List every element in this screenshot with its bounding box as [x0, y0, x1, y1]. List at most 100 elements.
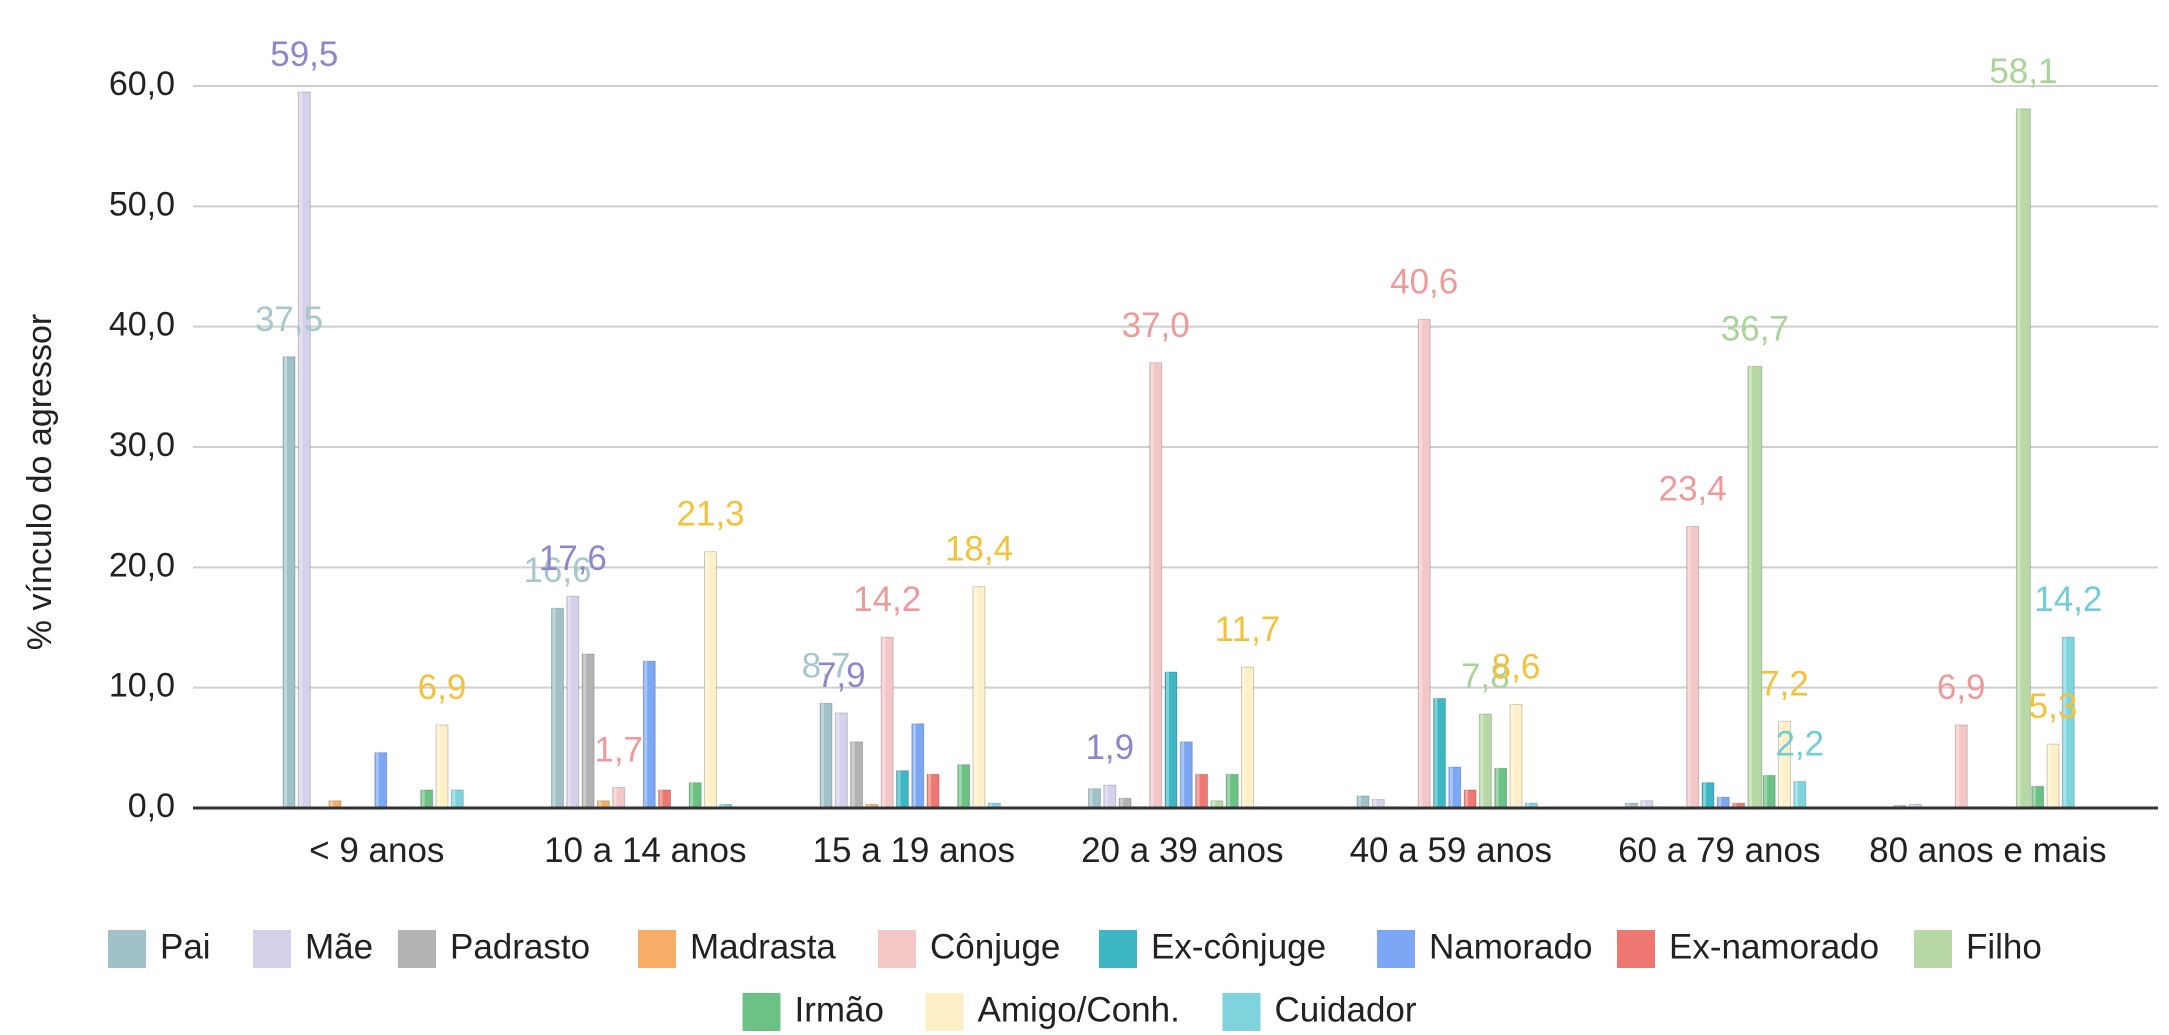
legend-swatch	[878, 930, 916, 968]
bar-highlight	[299, 92, 303, 809]
legend-item-conjuge[interactable]: Cônjuge	[878, 927, 1060, 968]
legend-label: Irmão	[795, 990, 884, 1029]
x-category-label: < 9 anos	[309, 831, 444, 870]
bar-highlight	[1465, 789, 1469, 808]
bar-highlight	[928, 774, 932, 808]
y-tick-label: 20,0	[109, 546, 175, 584]
bar-highlight	[1358, 795, 1361, 808]
y-axis: 0,0 10,0 20,0 30,0 40,0 50,0 60,0	[109, 65, 175, 825]
y-axis-title: % vínculo do agressor	[21, 314, 59, 650]
data-label-filho-60-a-79-anos: 36,7	[1721, 309, 1789, 348]
bar-highlight	[1196, 774, 1200, 808]
data-label-pai-10-a-14-anos: 16,6	[523, 551, 591, 590]
bar-highlight	[989, 803, 993, 808]
bar-highlight	[2048, 744, 2051, 808]
y-tick-label: 0,0	[128, 787, 175, 825]
data-label-amigo-conh-15-a-19-anos: 18,4	[945, 530, 1013, 569]
legend-swatch	[1914, 930, 1952, 968]
bar-highlight	[866, 804, 870, 808]
data-labels: 37,5 59,5 6,9 16,617,6 1,7 21,3 8,77,9 14,2 18,4…	[255, 35, 2102, 770]
legend-label: Cônjuge	[930, 927, 1060, 966]
bar-highlight	[958, 764, 962, 808]
data-label-mae-10-a-14-anos: 17,6	[539, 539, 607, 578]
legend-item-pai[interactable]: Pai	[108, 927, 211, 968]
data-label-cuidador-80-anos-e-mais: 14,2	[2034, 580, 2102, 619]
legend-label: Cuidador	[1275, 990, 1417, 1029]
bar-highlight	[598, 800, 602, 808]
data-label-amigo-conh-10-a-14-anos: 21,3	[676, 495, 744, 534]
bar-highlight	[882, 637, 886, 808]
legend-swatch	[108, 930, 146, 968]
bar-highlight	[2063, 637, 2067, 808]
data-label-mae-9-anos: 59,5	[270, 35, 338, 74]
y-tick-label: 40,0	[109, 306, 175, 344]
bar-highlight	[897, 770, 901, 808]
legend-item-ex-namorado[interactable]: Ex-namorado	[1617, 927, 1879, 968]
bar-highlight	[644, 661, 648, 808]
bar-highlight	[659, 789, 663, 808]
bar-highlight	[836, 712, 840, 808]
bar-highlight	[705, 551, 709, 808]
bar-highlight	[1181, 741, 1185, 808]
bar-highlight	[1242, 667, 1246, 808]
legend-swatch	[742, 993, 781, 1031]
legend-item-ex-conjuge[interactable]: Ex-cônjuge	[1099, 927, 1326, 968]
bar-highlight	[1626, 803, 1630, 808]
data-label-amigo-conh-80-anos-e-mais: 5,3	[2029, 687, 2078, 726]
bar-highlight	[1956, 724, 1960, 808]
legend-item-amigo-conh[interactable]: Amigo/Conh.	[925, 990, 1180, 1031]
bar-highlight	[912, 723, 916, 808]
legend-item-namorado[interactable]: Namorado	[1377, 927, 1592, 968]
bar-highlight	[437, 724, 440, 808]
bar-highlight	[851, 741, 855, 808]
bar-highlight	[690, 782, 694, 808]
data-label-filho-80-anos-e-mais: 58,1	[1989, 52, 2057, 91]
bar-highlight	[1526, 803, 1530, 808]
bar-highlight	[284, 356, 287, 808]
bar-highlight	[1166, 672, 1169, 808]
bar-highlight	[1449, 767, 1453, 808]
bar-highlight	[452, 789, 456, 808]
bar-highlight	[1511, 704, 1514, 808]
bar-highlight	[1227, 774, 1231, 808]
bar-highlight	[1104, 785, 1108, 808]
legend-label: Filho	[1966, 927, 2042, 966]
data-label-amigo-conh-20-a-39-anos: 11,7	[1215, 610, 1281, 649]
legend-item-filho[interactable]: Filho	[1914, 927, 2042, 968]
x-category-label: 15 a 19 anos	[813, 831, 1015, 870]
bar-highlight	[821, 703, 824, 808]
y-tick-label: 10,0	[109, 667, 175, 705]
legend-item-madrasta[interactable]: Madrasta	[638, 927, 836, 968]
bar-highlight	[1495, 768, 1499, 808]
bar-highlight	[2032, 786, 2036, 808]
legend-label: Pai	[160, 927, 211, 966]
bar-highlight	[552, 608, 556, 808]
bar-highlight	[1434, 698, 1438, 808]
legend-swatch	[638, 930, 676, 968]
legend-swatch	[253, 930, 291, 968]
legend-item-cuidador[interactable]: Cuidador	[1222, 990, 1417, 1031]
bar-highlight	[1641, 800, 1645, 808]
y-tick-label: 30,0	[109, 426, 175, 464]
data-label-mae-15-a-19-anos: 7,9	[817, 656, 866, 695]
bar-highlight	[1718, 797, 1722, 808]
legend-item-mae[interactable]: Mãe	[253, 927, 373, 968]
bar-highlight	[421, 789, 425, 808]
legend-item-padrasto[interactable]: Padrasto	[398, 927, 590, 968]
data-label-mae-20-a-39-anos: 1,9	[1085, 728, 1134, 767]
bar-highlight	[1794, 781, 1798, 808]
bar-highlight	[1211, 800, 1215, 808]
x-category-label: 10 a 14 anos	[544, 831, 746, 870]
legend-swatch	[1099, 930, 1137, 968]
bars	[282, 91, 2075, 809]
bar-highlight	[974, 586, 977, 808]
bar-highlight	[1687, 526, 1691, 808]
x-category-label: 20 a 39 anos	[1081, 831, 1283, 870]
bar-highlight	[1419, 319, 1423, 808]
legend-item-irmao[interactable]: Irmão	[742, 990, 884, 1031]
legend-label: Namorado	[1429, 927, 1592, 966]
legend-label: Mãe	[305, 927, 373, 966]
bar-highlight	[1120, 798, 1124, 808]
